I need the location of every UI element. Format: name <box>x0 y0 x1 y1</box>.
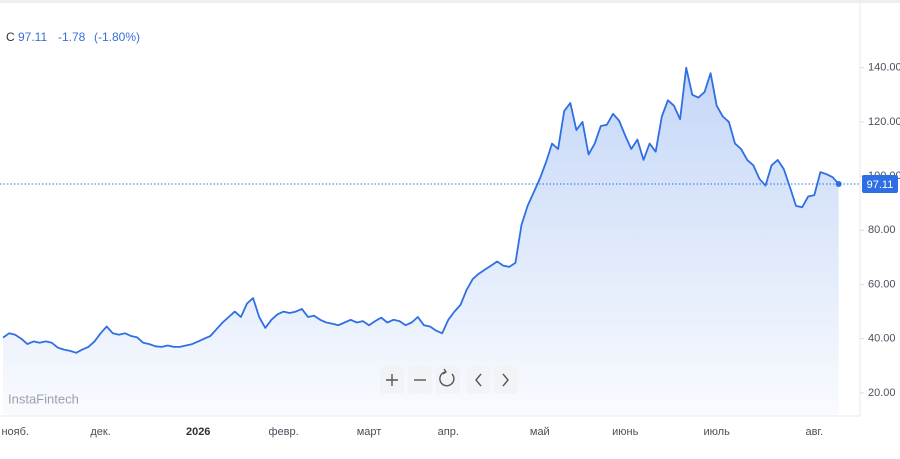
reset-button[interactable] <box>436 366 460 394</box>
zoom-in-button[interactable] <box>380 366 404 394</box>
x-tick-label: март <box>357 426 382 438</box>
y-tick-label: 40.00 <box>868 333 896 345</box>
plot: 20.0040.0060.0080.00100.00120.00140.00но… <box>0 0 900 438</box>
watermark: InstaFintech <box>8 391 79 406</box>
y-tick-label: 140.00 <box>868 62 900 74</box>
scroll-left-button[interactable] <box>466 366 490 394</box>
last-price-box <box>862 174 898 193</box>
x-tick-label: февр. <box>269 426 299 438</box>
top-bar <box>0 0 900 3</box>
y-tick-label: 20.00 <box>868 387 896 399</box>
last-price-label: 97.11 <box>867 179 894 191</box>
x-tick-label: апр. <box>438 426 459 438</box>
y-tick-label: 60.00 <box>868 278 896 290</box>
header: C 97.11 -1.78 (-1.80%) <box>6 30 140 44</box>
x-tick-label: нояб. <box>1 426 29 438</box>
x-tick-label: июль <box>704 426 731 438</box>
scroll-right-button[interactable] <box>494 366 518 394</box>
zoom-controls <box>380 366 518 394</box>
x-tick-label: 2026 <box>186 426 210 438</box>
change-pct: (-1.80%) <box>94 30 140 44</box>
y-tick-label: 120.00 <box>868 116 900 128</box>
symbol: C <box>6 30 15 44</box>
area <box>3 67 839 415</box>
x-tick-label: дек. <box>90 426 110 438</box>
zoom-out-button[interactable] <box>408 366 432 394</box>
x-tick-label: авг. <box>805 426 823 438</box>
y-tick-label: 80.00 <box>868 224 896 236</box>
last-point <box>835 180 842 187</box>
price: 97.11 <box>18 30 47 44</box>
change: -1.78 <box>58 30 86 44</box>
x-tick-label: май <box>530 426 550 438</box>
price-line <box>2 66 840 354</box>
x-tick-label: июнь <box>612 426 638 438</box>
